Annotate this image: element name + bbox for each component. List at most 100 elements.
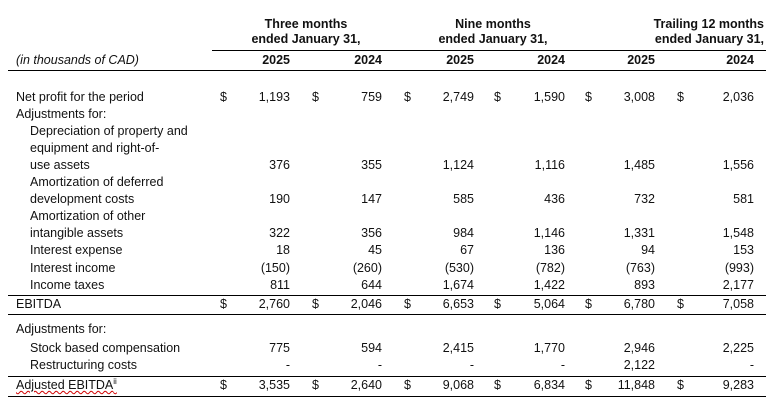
row-value: 581 bbox=[733, 191, 754, 206]
row-value: 6,834 bbox=[533, 378, 565, 392]
row-value: (260) bbox=[352, 261, 382, 275]
row-value: (530) bbox=[444, 261, 474, 275]
row-label: Interest income bbox=[30, 261, 116, 275]
year-header: 2024 bbox=[726, 53, 754, 67]
row-label: equipment and right-of- bbox=[30, 140, 160, 155]
row-label: Amortization of deferred bbox=[30, 175, 164, 189]
row-value: 136 bbox=[544, 243, 565, 257]
row-value: 11,848 bbox=[617, 378, 655, 392]
row-value: 436 bbox=[544, 191, 565, 206]
row-value: 1,124 bbox=[442, 157, 474, 172]
row-value: 7,058 bbox=[722, 297, 754, 311]
row-value: (763) bbox=[625, 261, 655, 275]
row-label: Stock based compensation bbox=[30, 341, 181, 355]
row-value: 811 bbox=[270, 278, 290, 292]
row-value: 1,331 bbox=[623, 225, 655, 240]
currency-symbol: $ bbox=[220, 90, 227, 104]
row-value: 1,116 bbox=[534, 157, 565, 172]
row-label: Net profit for the period bbox=[16, 90, 144, 104]
row-value: 775 bbox=[269, 341, 290, 355]
ebitda-top-rule bbox=[8, 295, 766, 296]
group-header-trailing-12-months: Trailing 12 months ended January 31, bbox=[606, 17, 764, 47]
row-value: 585 bbox=[453, 191, 474, 206]
currency-symbol: $ bbox=[404, 378, 411, 392]
year-header: 2024 bbox=[537, 53, 565, 67]
ebitda-bottom-rule bbox=[8, 314, 766, 315]
row-value: 2,415 bbox=[442, 341, 474, 355]
row-value: 356 bbox=[361, 225, 382, 240]
row-value: 644 bbox=[361, 278, 382, 292]
row-label: Adjustments for: bbox=[16, 322, 107, 336]
footnote-marker: ii bbox=[113, 377, 117, 386]
row-value: - bbox=[560, 358, 565, 372]
row-value: 67 bbox=[460, 243, 474, 257]
currency-symbol: $ bbox=[677, 378, 684, 392]
row-value: 190 bbox=[269, 191, 290, 206]
adjusted-ebitda-top-rule bbox=[8, 376, 766, 377]
year-header: 2025 bbox=[446, 53, 474, 67]
row-value: 45 bbox=[368, 243, 382, 257]
row-label: EBITDA bbox=[16, 297, 62, 311]
currency-symbol: $ bbox=[585, 90, 592, 104]
year-header: 2024 bbox=[354, 53, 382, 67]
currency-symbol: $ bbox=[494, 297, 501, 311]
year-header-rule bbox=[8, 70, 766, 71]
row-label: Restructuring costs bbox=[30, 358, 137, 372]
row-value: 1,770 bbox=[533, 341, 565, 355]
row-value: 1,548 bbox=[722, 225, 754, 240]
row-label: Amortization of other bbox=[30, 209, 146, 223]
row-value: - bbox=[285, 358, 290, 372]
currency-symbol: $ bbox=[312, 378, 319, 392]
group-header-line2: ended January 31, bbox=[438, 32, 548, 46]
row-value: 2,749 bbox=[442, 90, 474, 104]
row-value: 153 bbox=[733, 243, 754, 257]
row-value: 1,193 bbox=[258, 90, 290, 104]
currency-symbol: $ bbox=[404, 297, 411, 311]
group-header-three-months: Three months ended January 31, bbox=[228, 17, 384, 47]
row-value: 984 bbox=[453, 225, 474, 240]
row-value: 1,146 bbox=[533, 225, 565, 240]
unit-label: (in thousands of CAD) bbox=[16, 53, 139, 67]
row-value: 2,036 bbox=[722, 90, 754, 104]
group-header-line2: ended January 31, bbox=[251, 32, 361, 46]
currency-symbol: $ bbox=[585, 297, 592, 311]
row-value: (782) bbox=[535, 261, 565, 275]
row-value: - bbox=[749, 358, 754, 372]
row-value: 94 bbox=[641, 243, 655, 257]
row-label: development costs bbox=[30, 191, 135, 206]
year-header: 2025 bbox=[627, 53, 655, 67]
year-header: 2025 bbox=[262, 53, 290, 67]
row-value: 2,640 bbox=[350, 378, 382, 392]
row-value: 6,780 bbox=[623, 297, 655, 311]
group-header-nine-months: Nine months ended January 31, bbox=[412, 17, 574, 47]
row-value: - bbox=[377, 358, 382, 372]
row-value: 9,068 bbox=[442, 378, 474, 392]
row-value: 355 bbox=[361, 157, 382, 172]
row-value: 1,590 bbox=[533, 90, 565, 104]
row-value: 376 bbox=[269, 157, 290, 172]
row-value: 594 bbox=[361, 341, 382, 355]
row-value: 2,760 bbox=[258, 297, 290, 311]
adjusted-ebitda-bottom-rule bbox=[8, 396, 766, 397]
currency-symbol: $ bbox=[312, 90, 319, 104]
row-value: 3,535 bbox=[258, 378, 290, 392]
row-value: 1,674 bbox=[442, 278, 474, 292]
row-label: Adjusted EBITDAii bbox=[16, 377, 117, 393]
currency-symbol: $ bbox=[494, 378, 501, 392]
row-value: 18 bbox=[276, 243, 290, 257]
row-value: 1,422 bbox=[533, 278, 565, 292]
group-header-line2: ended January 31, bbox=[654, 32, 764, 46]
row-value: 6,653 bbox=[442, 297, 474, 311]
currency-symbol: $ bbox=[220, 297, 227, 311]
row-value: (150) bbox=[260, 261, 290, 275]
currency-symbol: $ bbox=[404, 90, 411, 104]
row-value: 3,008 bbox=[623, 90, 655, 104]
currency-symbol: $ bbox=[677, 297, 684, 311]
row-label: intangible assets bbox=[30, 225, 124, 240]
group-header-line1: Nine months bbox=[455, 17, 531, 31]
row-label: use assets bbox=[30, 157, 90, 172]
row-value: 5,064 bbox=[533, 297, 565, 311]
currency-symbol: $ bbox=[585, 378, 592, 392]
header-rule bbox=[212, 50, 766, 51]
row-value: 2,177 bbox=[722, 278, 754, 292]
